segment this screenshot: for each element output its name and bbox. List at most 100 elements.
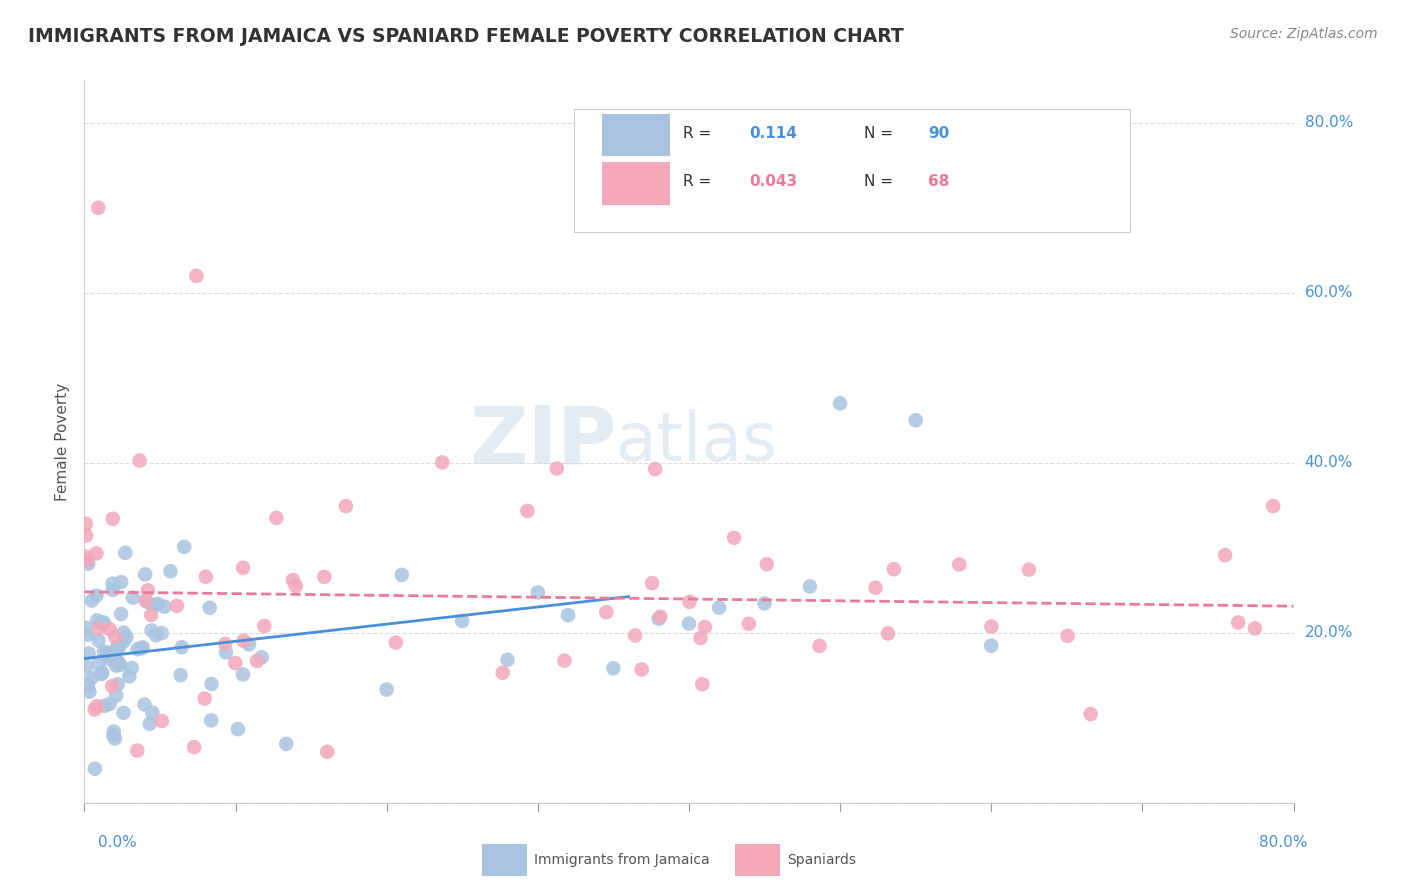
Point [146,597,169,611]
Point [980,639,1002,653]
Text: atlas: atlas [616,409,778,475]
Point [214,637,236,651]
Point [198,600,221,615]
Point [135,593,157,607]
Point [980,619,1002,633]
Point [159,564,181,578]
Point [650,609,672,624]
Point [129,641,152,656]
Point [87,633,110,648]
FancyBboxPatch shape [602,113,669,156]
Point [624,628,647,642]
Point [77,647,100,661]
Point [693,620,716,634]
Point [183,740,205,755]
Point [101,576,124,591]
Point [86,613,108,627]
Text: Source: ZipAtlas.com: Source: ZipAtlas.com [1230,27,1378,41]
Point [134,567,156,582]
Point [335,499,357,513]
Point [128,453,150,467]
Text: 0.0%: 0.0% [98,836,138,850]
Point [266,511,288,525]
Point [709,600,731,615]
Point [690,677,713,691]
Point [98,623,121,637]
Point [150,714,173,728]
Point [112,706,135,720]
Point [105,689,128,703]
Point [602,661,624,675]
Point [170,640,193,655]
Point [87,657,110,672]
Point [110,607,132,621]
Text: IMMIGRANTS FROM JAMAICA VS SPANIARD FEMALE POVERTY CORRELATION CHART: IMMIGRANTS FROM JAMAICA VS SPANIARD FEMA… [28,27,904,45]
Point [90,615,112,630]
Point [641,576,664,591]
Point [904,413,927,427]
Point [115,630,138,644]
Point [80,593,103,607]
Point [121,661,143,675]
Point [93,615,115,630]
Text: R =: R = [683,126,716,141]
Point [76,628,98,642]
Point [166,599,188,613]
Point [75,621,97,635]
Point [595,605,617,619]
Point [281,573,304,587]
Point [215,645,238,659]
Point [391,568,413,582]
Point [877,626,900,640]
Point [145,628,167,642]
Point [101,512,124,526]
Point [75,659,97,673]
Point [77,679,100,693]
Point [75,516,97,531]
Point [107,640,129,655]
Point [114,546,136,560]
Point [200,714,222,728]
Point [385,635,408,649]
Point [132,640,155,655]
Point [516,504,538,518]
Point [112,634,135,648]
Point [1263,499,1285,513]
Point [1056,629,1078,643]
Point [96,646,118,660]
Point [105,658,128,673]
Text: N =: N = [865,126,898,141]
Point [104,731,127,746]
Point [138,716,160,731]
Point [648,612,671,626]
Point [246,654,269,668]
Point [314,570,336,584]
Point [98,648,121,662]
Point [492,665,515,680]
Text: 68: 68 [928,174,949,189]
Point [226,722,249,736]
Point [105,656,128,670]
Point [169,668,191,682]
Point [948,558,970,572]
Point [122,591,145,605]
Point [79,685,101,699]
Text: N =: N = [865,174,898,189]
Text: 60.0%: 60.0% [1305,285,1353,301]
Point [186,268,208,283]
Point [108,657,131,672]
Text: Spaniards: Spaniards [787,853,856,867]
FancyBboxPatch shape [574,109,1130,232]
Point [755,558,778,572]
Point [150,626,173,640]
Point [118,669,141,683]
Point [93,698,115,713]
Point [173,540,195,554]
Point [87,621,110,635]
Point [432,455,454,469]
Text: 90: 90 [928,126,949,141]
Point [1018,563,1040,577]
Point [104,630,127,644]
Point [83,702,105,716]
Point [80,671,103,685]
